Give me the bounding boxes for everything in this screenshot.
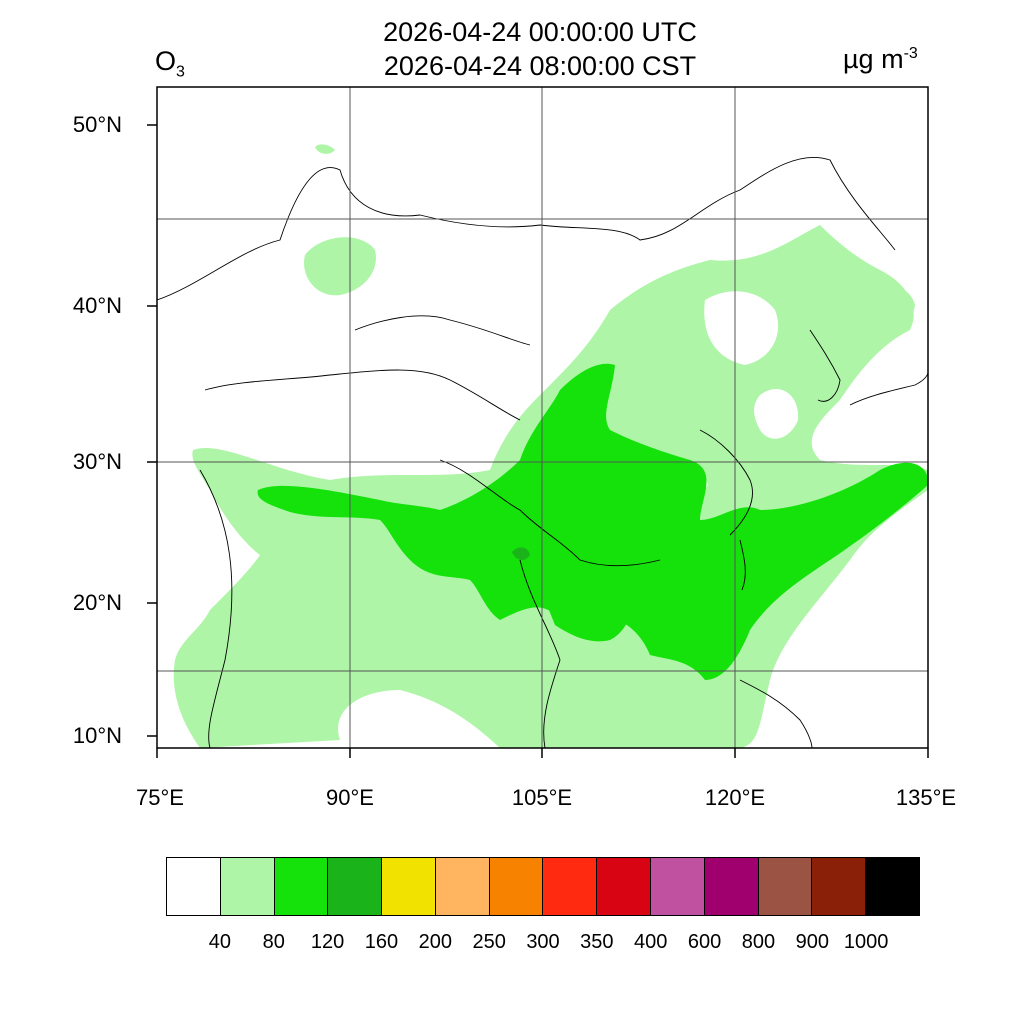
coast-india	[199, 469, 233, 748]
colorbar-swatch	[273, 857, 328, 916]
boundary-inner	[354, 315, 531, 346]
colorbar-label: 800	[741, 931, 776, 953]
colorbar-label: 160	[364, 931, 399, 953]
lat-label-30n: 30°N	[72, 449, 122, 474]
colorbar-label: 900	[795, 931, 829, 953]
boundary-lines	[157, 156, 928, 748]
boundary-tibet	[204, 369, 521, 421]
boundary-south	[439, 459, 661, 567]
o3-field-dark	[512, 547, 530, 560]
lon-label-75e: 75°E	[136, 785, 184, 810]
colorbar-swatch	[488, 857, 543, 916]
lon-label-135e: 135°E	[895, 785, 957, 810]
field-light-patch-west	[304, 237, 376, 296]
colorbar-label: 300	[526, 931, 560, 953]
colorbar-label: 600	[687, 931, 722, 953]
field-light-patch-ne	[856, 282, 915, 332]
axis-ticks	[147, 124, 929, 758]
colorbar-label: 1000	[843, 931, 889, 953]
o3-field-green	[257, 363, 928, 680]
coast-korea	[809, 329, 841, 402]
colorbar-swatch	[865, 857, 920, 916]
coast-east-china	[699, 429, 753, 536]
colorbar-label: 80	[262, 931, 285, 953]
field-light-patch-north	[315, 144, 335, 154]
colorbar-swatch	[381, 857, 435, 916]
coast-japan	[849, 371, 928, 406]
lon-label-90e: 90°E	[326, 785, 374, 810]
graticule	[157, 87, 928, 748]
gap-northeast	[704, 291, 779, 365]
lat-label-10n: 10°N	[72, 723, 122, 748]
boundary-outer	[157, 156, 896, 301]
coast-indochina	[519, 559, 561, 748]
title-cst: 2026-04-24 08:00:00 CST	[383, 51, 697, 81]
colorbar-swatch	[327, 857, 382, 916]
colorbar-swatch	[703, 857, 758, 916]
colorbar-label: 200	[418, 931, 452, 953]
species-label: O3	[155, 46, 185, 81]
colorbar-label: 40	[208, 931, 231, 953]
title-utc: 2026-04-24 00:00:00 UTC	[383, 17, 697, 47]
colorbar-swatch	[811, 857, 866, 916]
colorbar-swatch	[434, 857, 489, 916]
coast-taiwan	[739, 539, 746, 591]
units-label: µg m-3	[843, 44, 918, 74]
gap-east	[754, 389, 799, 439]
colorbar-swatch	[542, 857, 597, 916]
colorbar-swatch	[596, 857, 651, 916]
lat-label-50n: 50°N	[72, 112, 122, 137]
colorbar-label: 350	[580, 931, 614, 953]
lon-label-105e: 105°E	[511, 785, 573, 810]
colorbar-label: 120	[310, 931, 345, 953]
lon-label-120e: 120°E	[704, 785, 766, 810]
colorbar-swatch	[650, 857, 704, 916]
colorbar-swatch	[219, 857, 274, 916]
field-green-main	[257, 363, 928, 680]
colorbar-swatch	[166, 857, 220, 916]
colorbar-label: 250	[472, 931, 506, 953]
colorbar	[166, 857, 920, 916]
lat-label-40n: 40°N	[72, 293, 122, 318]
colorbar-swatch	[757, 857, 812, 916]
lat-label-20n: 20°N	[72, 590, 122, 615]
colorbar-label: 400	[634, 931, 668, 953]
field-green-south	[545, 580, 631, 642]
coast-philippines	[739, 679, 813, 748]
